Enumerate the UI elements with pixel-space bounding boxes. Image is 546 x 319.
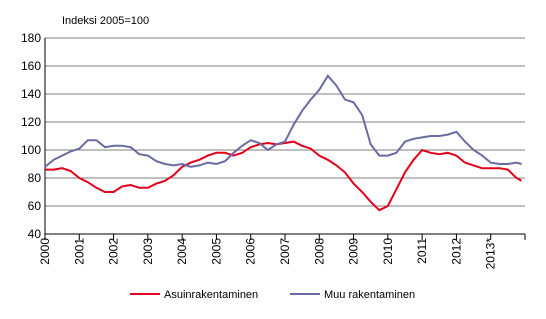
- x-tick-label: 2006: [244, 238, 258, 265]
- line-series: [45, 140, 523, 212]
- y-tick-label: 40: [28, 227, 42, 241]
- legend-label: Muu rakentaminen: [324, 289, 415, 301]
- x-tick-label: 2004: [175, 238, 189, 265]
- x-tick-label: 2002: [107, 238, 121, 265]
- x-tick-label: 2011: [415, 238, 429, 264]
- x-tick-label: 2009: [347, 238, 361, 265]
- x-tick-label: 2008: [312, 238, 326, 265]
- y-tick-label: 160: [21, 59, 41, 73]
- x-tick-label: 2005: [209, 238, 223, 265]
- y-tick-label: 100: [21, 143, 41, 157]
- x-tick-label: 2007: [278, 238, 292, 265]
- x-tick-label: 2003: [141, 238, 155, 265]
- line-series: [44, 74, 522, 168]
- y-tick-label: 120: [21, 115, 41, 129]
- x-tick-label: 2013*: [484, 238, 498, 270]
- legend-label: Asuinrakentaminen: [164, 289, 258, 301]
- y-tick-label: 180: [21, 31, 41, 45]
- y-tick-label: 140: [21, 87, 41, 101]
- x-tick-label: 2012: [449, 238, 463, 265]
- y-tick-label: 60: [28, 199, 42, 213]
- x-tick-label: 2010: [381, 238, 395, 265]
- y-tick-label: 80: [28, 171, 42, 185]
- x-tick-label: 2000: [38, 238, 52, 265]
- y-axis-label: Indeksi 2005=100: [62, 15, 149, 27]
- x-tick-label: 2001: [72, 238, 86, 265]
